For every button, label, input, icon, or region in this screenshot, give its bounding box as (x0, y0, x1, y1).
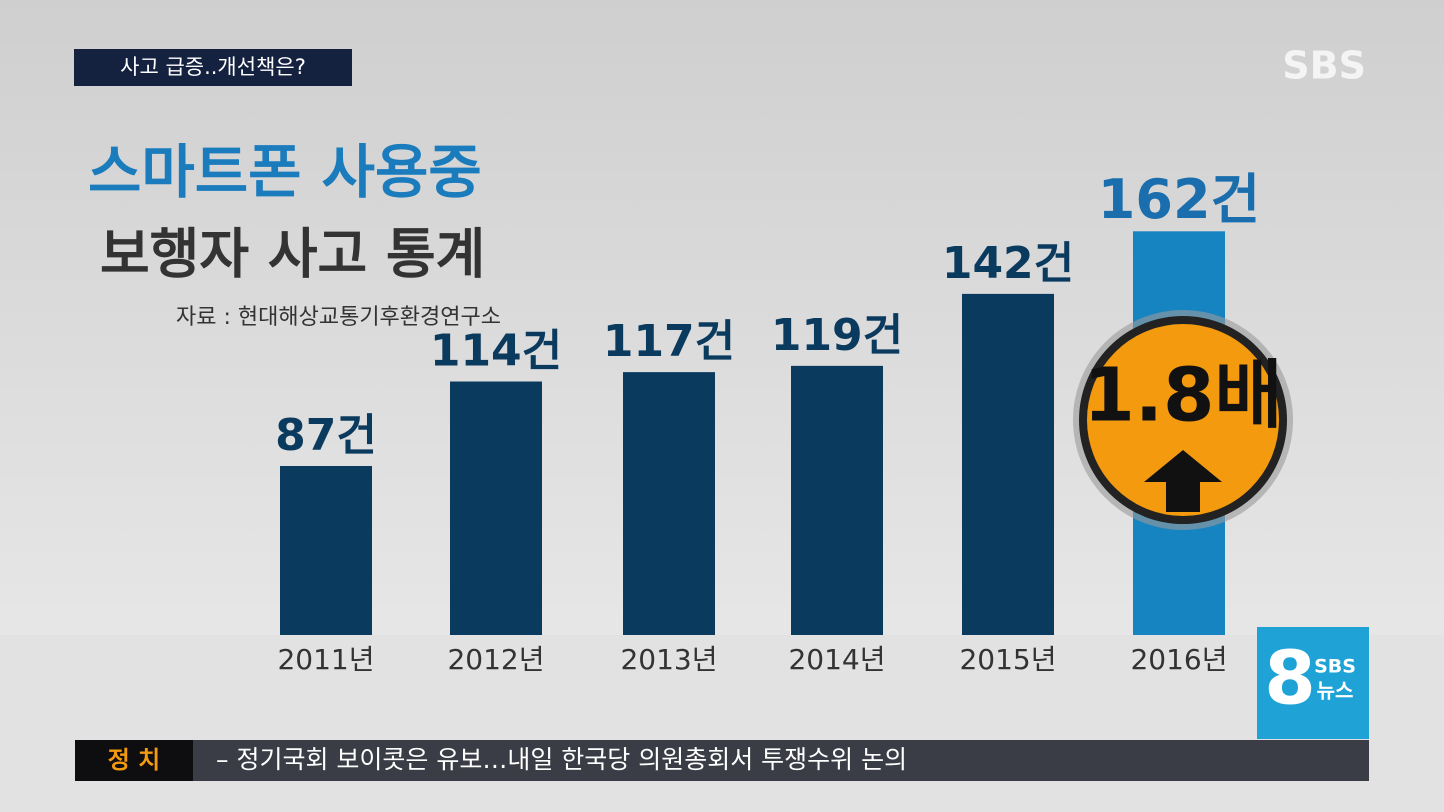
value-label: 117건 (603, 316, 735, 367)
bar (450, 381, 542, 635)
value-label: 162건 (1098, 168, 1260, 231)
callout-arrow (1144, 450, 1222, 512)
value-label: 114건 (430, 326, 562, 377)
news-logo-brand: SBS (1314, 656, 1356, 678)
x-tick-label: 2015년 (959, 643, 1056, 676)
x-tick-label: 2014년 (788, 643, 885, 676)
source: 자료 : 현대해상교통기후환경연구소 (176, 305, 501, 330)
bar (962, 293, 1054, 635)
callout-circle (1079, 316, 1287, 524)
tag-box (74, 49, 352, 86)
bar (280, 466, 372, 635)
news-logo-label: 뉴스 (1317, 679, 1354, 703)
x-tick-label: 2016년 (1130, 643, 1227, 676)
ticker-bar (75, 740, 1369, 781)
callout: 1.8배 (1073, 310, 1293, 530)
value-label: 142건 (942, 238, 1074, 289)
value-label: 119건 (771, 310, 903, 361)
x-tick-label: 2013년 (620, 643, 717, 676)
bar (791, 365, 883, 635)
x-tick-label: 2012년 (447, 643, 544, 676)
plot: 87건 2011년 114건 2012년 117건 2013년 119건 2014년 142건 2… (275, 168, 1260, 676)
chart-subtitle: 보행자 사고 통계 (100, 223, 485, 286)
x-tick-label: 2011년 (277, 643, 374, 676)
news-logo-number: 8 (1264, 636, 1316, 722)
ticker-section: 정 치 (108, 746, 161, 774)
tag: 사고 급증..개선책은? (120, 55, 306, 79)
logo: SBS (1282, 44, 1366, 88)
axis-strip (0, 635, 1444, 812)
chart-title: 스마트폰 사용중 (88, 138, 482, 206)
bar (623, 372, 715, 635)
news-logo-box (1257, 627, 1369, 739)
ticker-section-box (75, 740, 193, 781)
ticker-text: – 정기국회 보이콧은 유보…내일 한국당 의원총회서 투쟁수위 논의 (216, 745, 907, 774)
callout-text: 1.8배 (1083, 353, 1282, 439)
value-label: 87건 (275, 410, 377, 461)
